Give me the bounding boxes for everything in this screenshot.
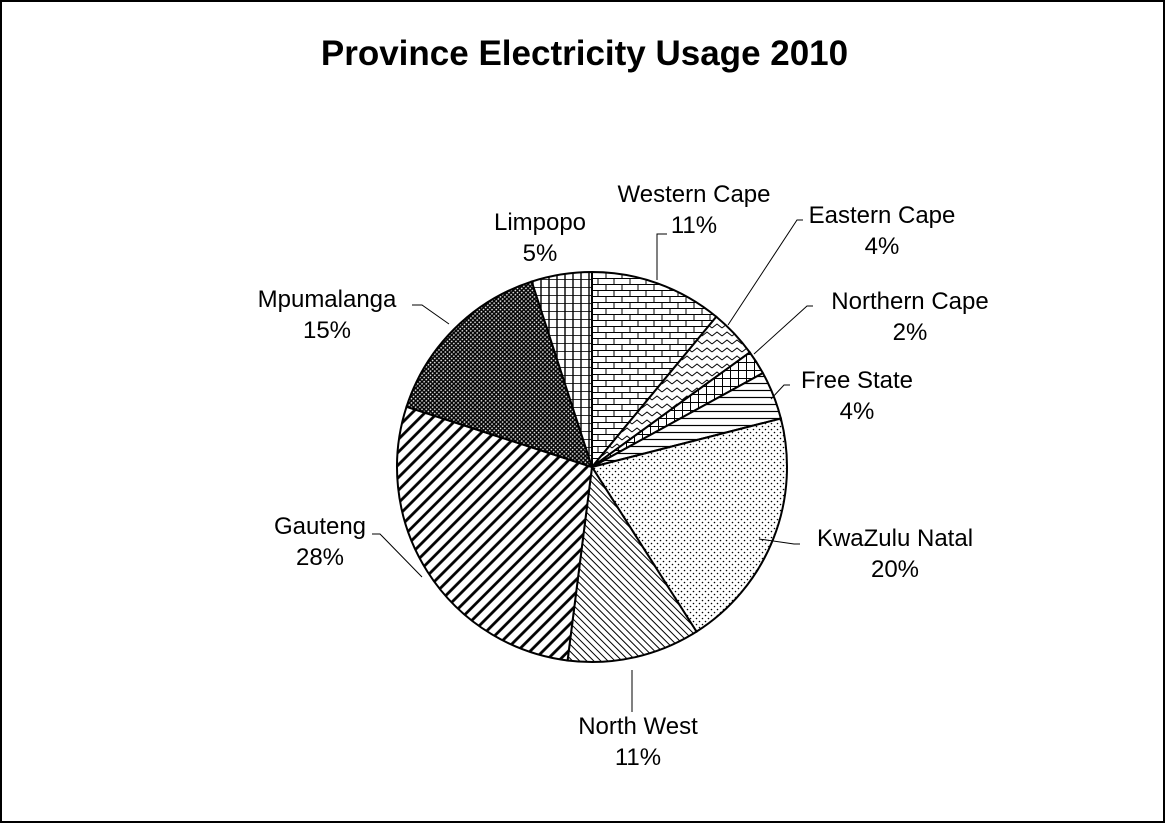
pie-slice-gauteng bbox=[396, 405, 594, 662]
slice-percent-label: 20% bbox=[871, 556, 919, 583]
slice-name-label: Mpumalanga bbox=[258, 286, 397, 313]
slice-name-label: Eastern Cape bbox=[809, 202, 956, 229]
pie-slice-north-west bbox=[566, 464, 698, 663]
slice-percent-label: 4% bbox=[865, 233, 900, 260]
slice-percent-label: 5% bbox=[523, 240, 558, 267]
slice-name-label: North West bbox=[578, 713, 698, 740]
leader-line bbox=[753, 305, 813, 355]
pie-slice-limpopo bbox=[530, 270, 593, 468]
leader-line bbox=[758, 538, 800, 545]
slice-name-label: Free State bbox=[801, 367, 913, 394]
slice-percent-label: 11% bbox=[671, 212, 717, 239]
slice-name-label: Gauteng bbox=[274, 513, 366, 540]
leader-line bbox=[770, 384, 790, 400]
slice-name-label: Northern Cape bbox=[831, 288, 988, 315]
leader-line bbox=[372, 533, 423, 578]
slice-percent-label: 15% bbox=[303, 317, 351, 344]
pie-slice-mpumalanga bbox=[405, 280, 594, 469]
chart-title: Province Electricity Usage 2010 bbox=[320, 34, 849, 73]
slice-percent-label: 28% bbox=[296, 544, 344, 571]
leader-line bbox=[412, 304, 450, 325]
slice-name-label: KwaZulu Natal bbox=[817, 525, 973, 552]
leader-line bbox=[656, 233, 667, 280]
pie-slice-western-cape bbox=[591, 270, 718, 470]
slice-name-label: Western Cape bbox=[618, 181, 771, 208]
slice-percent-label: 2% bbox=[893, 319, 928, 346]
slice-name-label: Limpopo bbox=[494, 209, 586, 236]
pie-slice-kwazulu-natal bbox=[590, 417, 788, 634]
slice-percent-label: 11% bbox=[615, 744, 661, 771]
slice-percent-label: 4% bbox=[840, 398, 875, 425]
leader-line bbox=[727, 219, 803, 326]
